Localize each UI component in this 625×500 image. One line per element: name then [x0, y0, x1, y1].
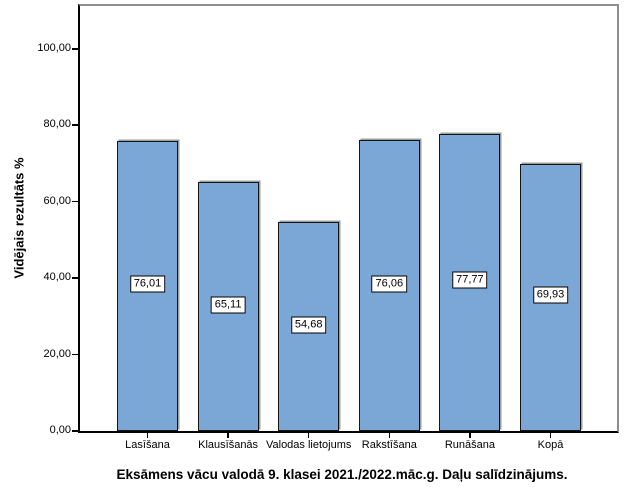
x-tick-mark	[549, 433, 552, 438]
y-tick-label: 0,00	[49, 424, 71, 436]
x-tick-mark	[146, 433, 149, 438]
x-tick-mark	[307, 433, 310, 438]
y-tick-label: 100,00	[37, 42, 71, 54]
x-tick-label: Lasīšana	[125, 439, 170, 451]
x-tick-mark	[469, 433, 471, 438]
bar-value-label: 54,68	[290, 316, 327, 334]
x-tick-label: Kopā	[537, 439, 564, 451]
plot-frame: 76,01 65,11 54,68 76,06 77,77 69,93	[78, 4, 619, 433]
bar-value-label: 76,06	[371, 275, 408, 293]
x-tick-label: Klausīšanās	[198, 439, 259, 451]
x-tick-mark	[388, 433, 391, 438]
x-tick-mark	[227, 433, 229, 438]
x-tick-label: Rakstīšana	[361, 439, 417, 451]
bar-value-label: 76,01	[129, 275, 166, 293]
y-tick-label: 60,00	[43, 194, 71, 207]
x-tick-label: Valodas lietojums	[265, 439, 352, 451]
bar-value-label: 69,93	[532, 286, 569, 304]
x-tick-label: Runāšana	[444, 439, 495, 451]
bar-value-label: 77,77	[452, 271, 488, 289]
y-tick-mark	[72, 124, 80, 126]
y-tick-label: 80,00	[43, 118, 71, 131]
y-tick-mark	[72, 277, 80, 279]
y-tick-mark	[72, 48, 80, 50]
y-tick-mark	[72, 200, 80, 203]
y-tick-label: 40,00	[43, 271, 71, 284]
y-tick-label: 20,00	[43, 347, 71, 360]
y-axis-title: Vidējais rezultāts %	[11, 157, 27, 279]
y-tick-mark	[72, 353, 80, 356]
bar-value-label: 65,11	[210, 296, 246, 314]
y-tick-mark	[72, 430, 80, 432]
chart-title: Eksāmens vācu valodā 9. klasei 2021./202…	[116, 467, 568, 482]
